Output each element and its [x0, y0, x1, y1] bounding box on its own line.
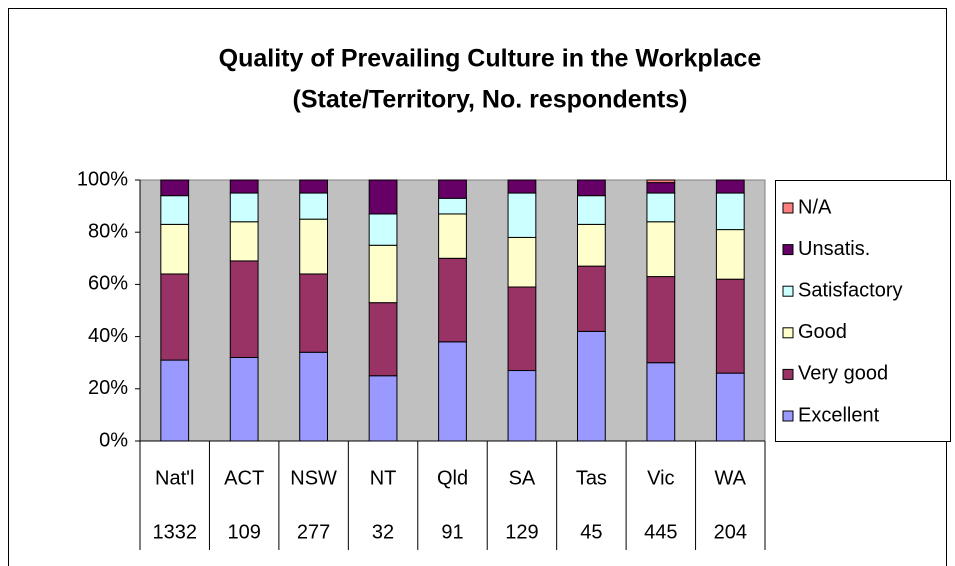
x-tick-label: Nat'l — [155, 467, 194, 489]
bar-segment — [368, 244, 398, 304]
bar-segment — [160, 179, 190, 197]
x-tick-label: Tas — [576, 467, 607, 489]
bar-segment — [715, 192, 745, 231]
bar-segment — [160, 359, 190, 442]
bar-segment — [299, 192, 329, 220]
bar-segment — [299, 179, 329, 194]
legend-swatch — [782, 368, 794, 380]
bar-segment — [507, 286, 537, 372]
legend-swatch — [782, 202, 794, 214]
legend-box — [775, 180, 951, 442]
bar-segment — [438, 179, 467, 199]
y-tick-label: 60% — [88, 273, 128, 295]
legend-label: Good — [798, 321, 847, 343]
legend-label: Unsatis. — [798, 238, 870, 260]
bar-segment — [715, 229, 745, 280]
bar-segment — [160, 273, 190, 361]
bar-segment — [646, 221, 676, 278]
bar-segment — [715, 372, 745, 442]
y-tick-label: 0% — [99, 429, 128, 451]
bar-segment — [715, 278, 745, 374]
x-tick-count: 277 — [297, 521, 330, 543]
bar-segment — [507, 179, 537, 194]
x-tick-label: NSW — [290, 467, 337, 489]
bar-segment — [577, 179, 606, 197]
chart-title: (State/Territory, No. respondents) — [293, 86, 688, 114]
bar-segment — [368, 179, 398, 215]
x-tick-count: 445 — [644, 521, 677, 543]
legend-swatch — [782, 327, 794, 339]
bar-segment — [438, 197, 467, 215]
bar-segment — [368, 375, 398, 442]
x-tick-label: SA — [509, 467, 536, 489]
bar-segment — [646, 182, 676, 194]
bar-segment — [229, 179, 259, 194]
bar-segment — [438, 341, 467, 442]
bar-segment — [507, 236, 537, 288]
bar-segment — [646, 179, 676, 184]
x-tick-count: 45 — [580, 521, 602, 543]
bar-segment — [299, 273, 329, 353]
x-tick-label: Vic — [647, 467, 674, 489]
x-tick-count: 91 — [441, 521, 463, 543]
y-tick-label: 20% — [88, 377, 128, 399]
bar-segment — [507, 370, 537, 442]
legend-swatch — [782, 244, 794, 256]
x-tick-count: 204 — [714, 521, 747, 543]
x-tick-label: ACT — [224, 467, 264, 489]
bar-segment — [368, 213, 398, 246]
legend-label: Very good — [798, 363, 888, 385]
bar-segment — [299, 218, 329, 275]
legend-label: N/A — [798, 196, 832, 218]
bar-segment — [715, 179, 745, 194]
x-tick-count: 1332 — [152, 521, 197, 543]
bar-segment — [577, 265, 606, 332]
bar-segment — [577, 195, 606, 225]
y-tick-label: 100% — [77, 168, 128, 190]
y-tick-label: 40% — [88, 325, 128, 347]
bar-segment — [229, 221, 259, 262]
bar-segment — [438, 257, 467, 343]
bar-segment — [577, 330, 606, 442]
bar-segment — [646, 276, 676, 364]
bar-segment — [229, 192, 259, 223]
bar-segment — [160, 223, 190, 275]
x-tick-count: 32 — [372, 521, 394, 543]
bar-segment — [229, 356, 259, 442]
x-tick-count: 129 — [505, 521, 538, 543]
bar-segment — [646, 362, 676, 442]
bar-segment — [368, 302, 398, 377]
chart-title: Quality of Prevailing Culture in the Wor… — [219, 45, 762, 73]
x-tick-count: 109 — [227, 521, 260, 543]
bar-segment — [160, 195, 190, 225]
bar-segment — [299, 351, 329, 442]
legend-swatch — [782, 410, 794, 422]
legend-label: Satisfactory — [798, 279, 902, 301]
bar-segment — [507, 192, 537, 238]
bar-segment — [646, 192, 676, 223]
bar-segment — [577, 223, 606, 267]
bar-segment — [438, 213, 467, 259]
x-tick-label: WA — [715, 467, 747, 489]
bar-segment — [229, 260, 259, 358]
y-tick-label: 80% — [88, 220, 128, 242]
x-tick-label: NT — [370, 467, 397, 489]
legend-swatch — [782, 285, 794, 297]
x-tick-label: Qld — [437, 467, 468, 489]
legend-label: Excellent — [798, 404, 880, 426]
